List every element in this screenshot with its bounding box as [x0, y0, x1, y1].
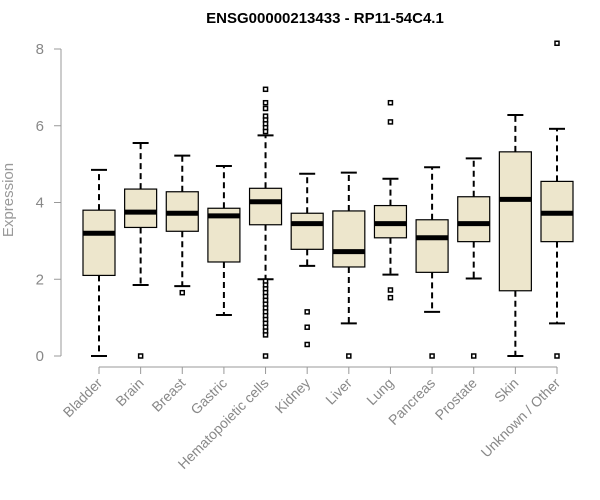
x-tick-label: Liver — [322, 375, 355, 408]
box-group — [373, 99, 408, 301]
iqr-box — [332, 210, 366, 268]
y-tick-label: 0 — [36, 348, 44, 365]
y-tick-label: 6 — [36, 118, 44, 135]
box-group — [82, 168, 116, 357]
x-tick-label: Kidney — [272, 375, 314, 417]
box-group — [332, 171, 366, 359]
y-tick-label: 4 — [36, 195, 44, 212]
chart-title: ENSG00000213433 - RP11-54C4.1 — [206, 10, 444, 27]
x-tick-label: Prostate — [432, 375, 480, 423]
outlier-point — [387, 99, 394, 106]
x-tick-label: Lung — [363, 375, 396, 408]
plot-area — [82, 40, 574, 359]
iqr-box — [290, 212, 324, 250]
iqr-box — [457, 196, 491, 243]
box-group — [540, 40, 574, 359]
iqr-box — [248, 187, 283, 226]
x-tick-label: Skin — [491, 375, 522, 406]
outlier-point — [429, 353, 435, 359]
outlier-point — [262, 128, 269, 135]
box-group — [207, 165, 241, 316]
box-group — [165, 154, 199, 296]
x-tick-label: Bladder — [60, 375, 106, 421]
outlier-point — [554, 353, 560, 359]
y-tick-label: 2 — [36, 271, 44, 288]
outlier-point — [346, 353, 352, 359]
outlier-point — [137, 353, 144, 359]
box-group — [290, 172, 324, 348]
iqr-box — [82, 209, 116, 277]
y-axis: 0 2 4 6 8 — [36, 41, 62, 365]
iqr-box — [124, 188, 158, 229]
outlier-point — [262, 86, 269, 93]
outlier-point — [262, 332, 269, 338]
iqr-box — [415, 219, 449, 273]
outlier-point — [304, 341, 310, 348]
outlier-point — [262, 99, 269, 106]
iqr-box — [498, 151, 532, 292]
box-group — [124, 142, 158, 359]
outlier-point — [470, 353, 477, 359]
y-axis-label: Expression — [0, 163, 17, 237]
box-group — [248, 86, 283, 359]
outlier-point — [387, 119, 394, 125]
x-tick-label: Brain — [112, 375, 146, 409]
outlier-point — [304, 324, 310, 330]
outlier-point — [387, 294, 394, 301]
box-group — [415, 166, 449, 359]
box-group — [457, 157, 491, 359]
y-tick-label: 8 — [36, 41, 44, 58]
outlier-point — [179, 289, 186, 296]
x-tick-label: Unknown / Other — [478, 375, 564, 461]
outlier-point — [262, 105, 269, 112]
box-group — [498, 114, 532, 357]
outlier-point — [304, 309, 310, 315]
outlier-point — [387, 287, 394, 293]
outlier-point — [262, 353, 269, 359]
x-tick-label: Breast — [148, 375, 188, 415]
outlier-point — [554, 40, 560, 46]
